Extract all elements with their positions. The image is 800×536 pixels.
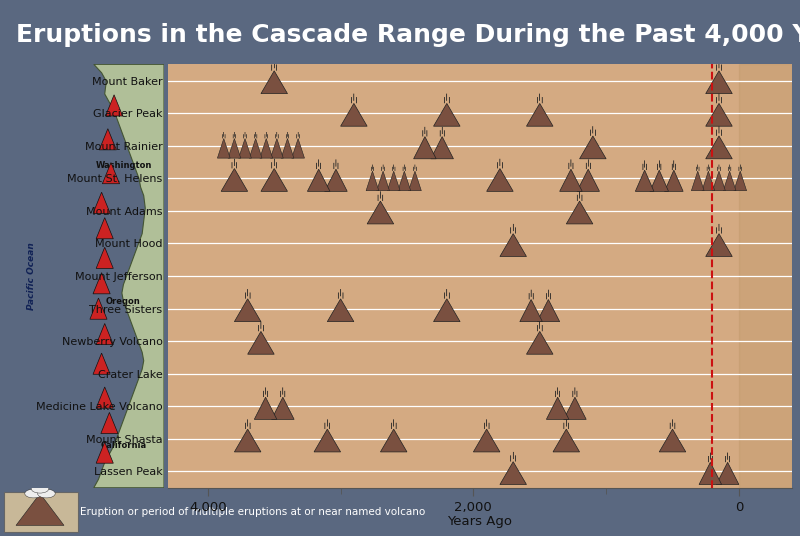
Polygon shape <box>90 298 107 319</box>
Polygon shape <box>734 171 746 191</box>
Text: Oregon: Oregon <box>106 297 141 306</box>
Polygon shape <box>261 168 287 191</box>
Polygon shape <box>577 169 599 191</box>
Polygon shape <box>234 299 261 322</box>
Polygon shape <box>96 387 114 408</box>
Polygon shape <box>94 64 164 488</box>
Polygon shape <box>248 331 274 354</box>
Polygon shape <box>250 139 262 158</box>
Polygon shape <box>564 397 586 419</box>
Polygon shape <box>102 162 119 184</box>
Polygon shape <box>526 103 553 126</box>
Polygon shape <box>367 201 394 224</box>
Polygon shape <box>553 429 579 452</box>
Polygon shape <box>325 169 347 191</box>
Polygon shape <box>434 299 460 322</box>
Polygon shape <box>723 171 736 191</box>
FancyBboxPatch shape <box>4 492 78 532</box>
Polygon shape <box>261 71 287 94</box>
Polygon shape <box>650 170 669 191</box>
Polygon shape <box>271 397 294 419</box>
Ellipse shape <box>38 489 55 498</box>
Polygon shape <box>93 353 110 374</box>
X-axis label: Years Ago: Years Ago <box>447 515 513 528</box>
Text: Washington: Washington <box>95 161 152 170</box>
Polygon shape <box>537 300 560 322</box>
Ellipse shape <box>25 489 42 498</box>
Ellipse shape <box>31 485 49 493</box>
Text: Eruptions in the Cascade Range During the Past 4,000 Years: Eruptions in the Cascade Range During th… <box>16 24 800 47</box>
Polygon shape <box>366 171 379 191</box>
Text: Eruption or period of multiple eruptions at or near named volcano: Eruption or period of multiple eruptions… <box>80 507 426 517</box>
Polygon shape <box>270 139 283 158</box>
Polygon shape <box>702 171 714 191</box>
Polygon shape <box>96 442 114 463</box>
Polygon shape <box>546 397 569 419</box>
Polygon shape <box>706 234 732 257</box>
Polygon shape <box>716 463 739 485</box>
Polygon shape <box>327 299 354 322</box>
Polygon shape <box>260 139 273 158</box>
Polygon shape <box>560 169 582 191</box>
Polygon shape <box>691 171 704 191</box>
Polygon shape <box>706 103 732 126</box>
Polygon shape <box>713 171 726 191</box>
Text: Pacific Ocean: Pacific Ocean <box>27 242 36 310</box>
Polygon shape <box>474 429 500 452</box>
Polygon shape <box>665 170 683 191</box>
Polygon shape <box>706 71 732 94</box>
Bar <box>739 64 792 488</box>
Polygon shape <box>635 170 654 191</box>
Polygon shape <box>99 129 117 150</box>
Polygon shape <box>314 429 341 452</box>
Polygon shape <box>292 139 305 158</box>
Polygon shape <box>93 273 110 294</box>
Text: California: California <box>100 441 146 450</box>
Polygon shape <box>434 103 460 126</box>
Polygon shape <box>699 463 722 485</box>
Polygon shape <box>234 429 261 452</box>
Polygon shape <box>500 234 526 257</box>
Polygon shape <box>221 168 248 191</box>
Polygon shape <box>500 461 526 485</box>
Polygon shape <box>254 397 277 419</box>
Polygon shape <box>409 171 422 191</box>
Polygon shape <box>101 412 118 434</box>
Polygon shape <box>387 171 400 191</box>
Polygon shape <box>96 247 114 269</box>
Polygon shape <box>579 136 606 159</box>
Polygon shape <box>431 137 454 159</box>
Polygon shape <box>659 429 686 452</box>
Polygon shape <box>706 136 732 159</box>
Polygon shape <box>93 192 110 213</box>
Polygon shape <box>96 323 114 345</box>
Polygon shape <box>218 139 230 158</box>
Polygon shape <box>106 95 122 116</box>
Polygon shape <box>414 137 436 159</box>
Polygon shape <box>526 331 553 354</box>
Polygon shape <box>307 169 330 191</box>
Polygon shape <box>520 300 542 322</box>
Polygon shape <box>238 139 251 158</box>
Polygon shape <box>341 103 367 126</box>
Polygon shape <box>96 218 114 239</box>
Polygon shape <box>377 171 390 191</box>
Polygon shape <box>566 201 593 224</box>
Polygon shape <box>398 171 410 191</box>
Polygon shape <box>16 494 64 525</box>
Polygon shape <box>228 139 241 158</box>
Polygon shape <box>381 429 407 452</box>
Polygon shape <box>486 168 513 191</box>
Polygon shape <box>281 139 294 158</box>
